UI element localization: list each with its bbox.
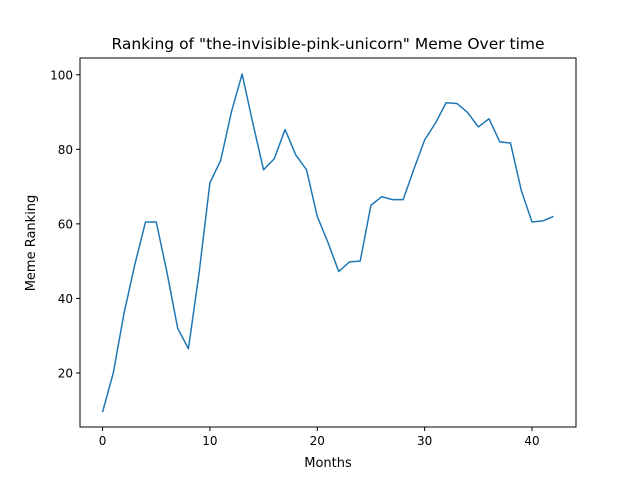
x-tick-label: 0 xyxy=(99,434,107,448)
y-tick-label: 80 xyxy=(58,143,73,157)
y-tick-label: 20 xyxy=(58,366,73,380)
chart-title: Ranking of "the-invisible-pink-unicorn" … xyxy=(111,35,544,53)
plot-area: 0 10 20 30 40 20 40 60 80 100 xyxy=(50,57,577,448)
y-tick-label: 40 xyxy=(58,292,73,306)
x-tick-label: 20 xyxy=(310,434,325,448)
y-tick-label: 60 xyxy=(58,217,73,231)
series-line xyxy=(101,73,554,413)
x-tick-label: 30 xyxy=(417,434,432,448)
x-tick-label: 40 xyxy=(524,434,539,448)
x-tick-label: 10 xyxy=(202,434,217,448)
x-axis-label: Months xyxy=(304,456,352,471)
axes-frame xyxy=(79,57,577,428)
y-axis-label: Meme Ranking xyxy=(24,195,39,292)
y-tick-label: 100 xyxy=(50,68,73,82)
